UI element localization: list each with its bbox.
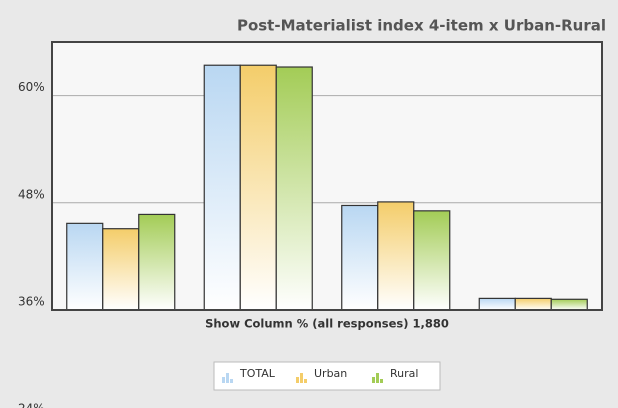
- chart-title: Post-Materialist index 4-item x Urban-Ru…: [237, 17, 606, 35]
- bar: [138, 213, 176, 311]
- y-tick-label: 24%: [18, 402, 45, 408]
- legend-icon: [222, 377, 225, 383]
- bar: [275, 66, 313, 311]
- legend-icon: [380, 379, 383, 383]
- legend-box: [213, 361, 441, 391]
- bar: [341, 204, 379, 311]
- legend-icon: [376, 373, 379, 383]
- legend-icon: [296, 377, 299, 383]
- plot-border: [51, 41, 603, 311]
- bar: [478, 297, 516, 311]
- legend-icon: [304, 379, 307, 383]
- y-tick-label: 60%: [18, 80, 45, 94]
- legend-label: TOTAL: [239, 367, 276, 380]
- legend-icon: [230, 379, 233, 383]
- bar: [550, 298, 588, 311]
- bar: [514, 297, 552, 311]
- legend-icon: [226, 373, 229, 383]
- legend-label: Urban: [314, 367, 347, 380]
- bar: [102, 228, 140, 311]
- bar: [239, 64, 277, 311]
- y-tick-label: 36%: [18, 295, 45, 309]
- bar: [203, 64, 241, 311]
- legend-icon: [372, 377, 375, 383]
- legend-label: Rural: [390, 367, 418, 380]
- bar: [377, 201, 415, 311]
- bar: [66, 222, 104, 311]
- y-tick-label: 48%: [18, 187, 45, 201]
- legend-icon: [300, 373, 303, 383]
- x-axis-label: Show Column % (all responses) 1,880: [205, 317, 449, 331]
- bar: [413, 210, 451, 311]
